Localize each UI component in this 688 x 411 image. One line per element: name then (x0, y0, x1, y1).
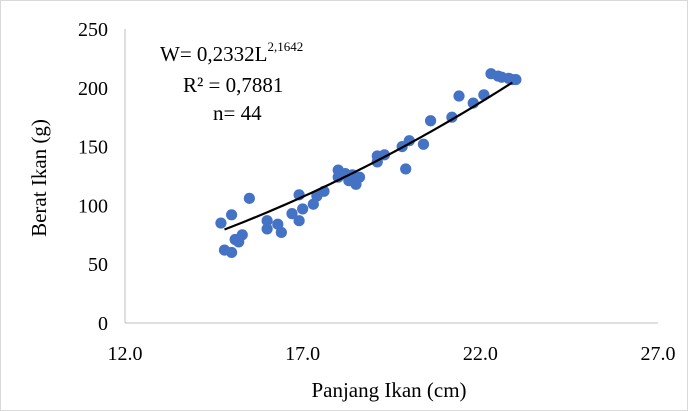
sample-size-label: n= 44 (213, 101, 262, 125)
y-tick-label: 0 (98, 313, 108, 335)
data-point (226, 246, 238, 259)
y-tick-label: 50 (88, 254, 108, 276)
y-axis-title: Berat Ikan (g) (27, 119, 51, 237)
data-point (453, 90, 465, 102)
y-tick-label: 200 (78, 78, 108, 100)
equation-exponent: 2,1642 (268, 39, 304, 54)
x-axis-title: Panjang Ikan (cm) (311, 378, 466, 402)
y-tick-labels: 0 50 100 150 200 250 (78, 19, 108, 335)
data-point (510, 73, 522, 86)
y-tick-label: 100 (78, 195, 108, 217)
x-tick-label: 22.0 (463, 343, 498, 365)
data-point (286, 208, 298, 220)
x-tick-labels: 12.0 17.0 22.0 27.0 (108, 343, 676, 365)
data-point (403, 135, 415, 147)
data-point (400, 163, 412, 175)
x-tick-label: 17.0 (285, 343, 320, 365)
y-tick-label: 250 (78, 19, 108, 41)
trendline (224, 81, 513, 231)
data-point (236, 229, 248, 241)
data-point (297, 203, 309, 215)
data-point (243, 192, 255, 204)
data-point (261, 223, 273, 235)
r-squared-label: R² = 0,7881 (183, 73, 283, 97)
data-point (417, 138, 430, 150)
data-points (215, 68, 522, 259)
data-point (275, 226, 287, 239)
equation-base: W= 0,2332L (160, 42, 268, 66)
x-tick-label: 12.0 (108, 343, 143, 365)
x-tick-label: 27.0 (641, 343, 676, 365)
data-point (293, 215, 305, 227)
data-point (215, 217, 227, 229)
equation-label: W= 0,2332L2,1642 (160, 39, 303, 66)
data-point (261, 215, 273, 227)
data-point (226, 209, 238, 221)
y-tick-label: 150 (78, 137, 108, 159)
axes (124, 29, 658, 324)
data-point (353, 171, 366, 183)
data-point (424, 115, 437, 127)
